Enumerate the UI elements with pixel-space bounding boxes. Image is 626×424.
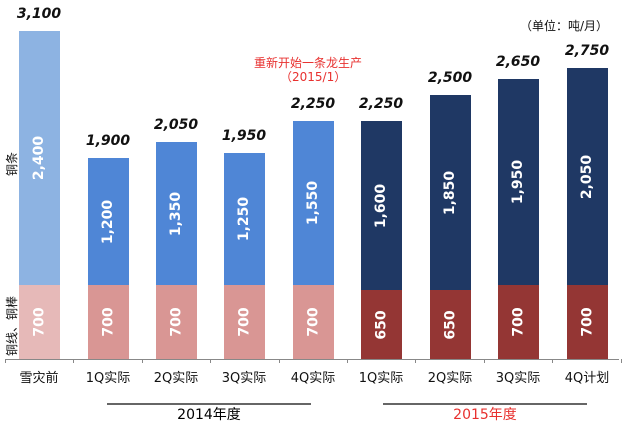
x-tick-label: 1Q实际: [85, 371, 131, 386]
bar-total-label: 1,950: [221, 127, 267, 144]
bar-segment-upper: 2,400: [19, 31, 60, 285]
x-tick-label: 4Q实际: [290, 371, 336, 386]
segment-value-label: 2,400: [31, 136, 48, 181]
bar-segment-lower: 650: [361, 290, 402, 359]
bar-segment-lower: 700: [567, 285, 608, 359]
group-label-2014: 2014年度: [177, 407, 241, 423]
bar-total-label: 2,250: [290, 96, 336, 113]
annotation-restart-line2: （2015/1）: [280, 70, 347, 84]
unit-note: （单位：吨/月）: [520, 19, 609, 33]
x-axis-tick: [620, 359, 622, 363]
bar-segment-lower: 650: [430, 290, 471, 359]
bar-segment-lower: 700: [293, 285, 334, 359]
x-axis-tick: [415, 359, 417, 363]
x-axis-tick: [347, 359, 348, 363]
segment-value-label: 1,200: [100, 199, 117, 244]
x-axis-tick: [141, 359, 143, 363]
bar-segment-upper: 1,950: [498, 78, 539, 285]
x-tick-label: 雪灾前: [19, 371, 59, 386]
x-axis-tick: [552, 359, 554, 363]
bar-segment-lower: 700: [156, 285, 197, 359]
segment-value-label: 700: [579, 307, 596, 337]
bar-total-label: 2,050: [153, 117, 199, 134]
x-axis-tick: [278, 359, 280, 363]
x-tick-label: 4Q计划: [564, 371, 610, 386]
segment-value-label: 700: [168, 307, 185, 337]
x-axis-tick: [210, 359, 212, 363]
segment-value-label: 700: [100, 307, 117, 337]
x-tick-label: 3Q实际: [495, 371, 541, 386]
bar-total-label: 3,100: [16, 6, 62, 23]
segment-value-label: 1,550: [305, 180, 322, 226]
group-line-2015: [383, 403, 587, 405]
bar-segment-upper: 2,050: [567, 68, 608, 285]
segment-value-label: 650: [373, 310, 390, 340]
segment-value-label: 1,950: [510, 159, 527, 205]
bar-total-label: 2,650: [495, 53, 541, 70]
bar-segment-upper: 1,550: [293, 121, 334, 285]
bar-total-label: 2,750: [564, 43, 610, 60]
bar-segment-lower: 700: [498, 285, 539, 359]
segment-value-label: 700: [236, 307, 253, 337]
x-axis: [5, 359, 619, 360]
bar-segment-upper: 1,850: [430, 94, 471, 291]
bar-segment-lower: 700: [224, 285, 265, 359]
x-tick-label: 2Q实际: [427, 371, 473, 386]
segment-value-label: 1,250: [236, 196, 253, 242]
segment-value-label: 1,600: [373, 183, 390, 228]
x-tick-label: 2Q实际: [153, 371, 199, 386]
bar-segment-upper: 1,200: [88, 158, 129, 285]
bar-segment-upper: 1,250: [224, 152, 265, 285]
segment-value-label: 700: [305, 307, 322, 337]
segment-value-label: 650: [442, 310, 459, 340]
bar-segment-lower: 700: [19, 285, 60, 359]
segment-value-label: 700: [31, 307, 48, 337]
segment-value-label: 700: [510, 307, 527, 337]
y-label-upper: 铜条: [5, 151, 19, 176]
x-tick-label: 1Q实际: [358, 371, 404, 386]
group-line-2014: [107, 403, 311, 405]
group-label-2015: 2015年度: [453, 407, 517, 423]
segment-value-label: 2,050: [579, 154, 596, 199]
bar-segment-upper: 1,600: [361, 121, 402, 291]
bar-total-label: 2,500: [427, 69, 473, 86]
x-axis-tick: [5, 359, 6, 363]
segment-value-label: 1,850: [442, 170, 459, 215]
bar-segment-lower: 700: [88, 285, 129, 359]
segment-value-label: 1,350: [168, 191, 185, 236]
bar-total-label: 2,250: [358, 96, 404, 113]
bar-total-label: 1,900: [85, 133, 131, 150]
annotation-restart-line1: 重新开始一条龙生产: [254, 56, 363, 70]
x-axis-tick: [483, 359, 485, 363]
x-tick-label: 3Q实际: [221, 371, 267, 386]
y-label-lower: 铜线、铜棒: [5, 295, 19, 356]
x-axis-tick: [73, 359, 75, 363]
bar-segment-upper: 1,350: [156, 142, 197, 285]
